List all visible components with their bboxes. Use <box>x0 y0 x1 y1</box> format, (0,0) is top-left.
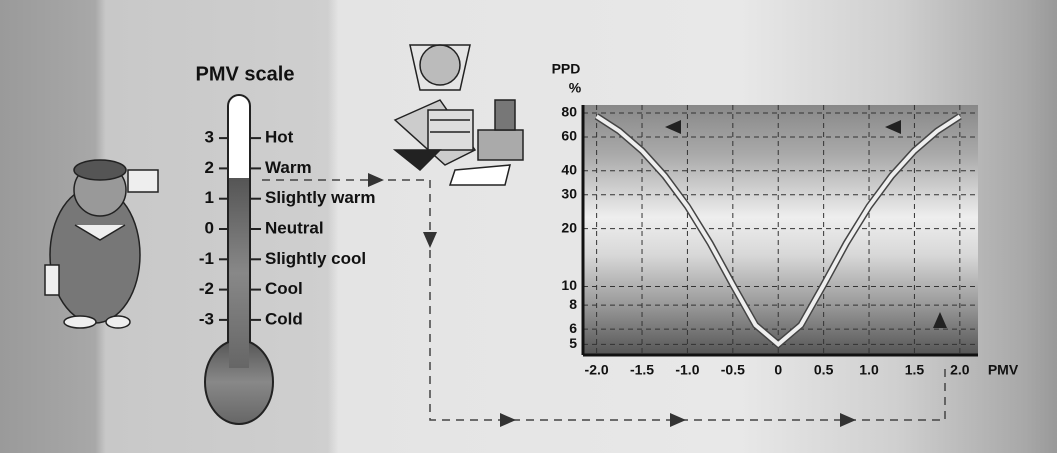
level-value: 0 <box>205 218 214 237</box>
level-value: 3 <box>205 128 214 147</box>
y-tick-label: 8 <box>569 296 577 312</box>
x-tick-label: 1.0 <box>859 362 879 378</box>
y-axis-label: PPD <box>552 61 581 77</box>
y-tick-label: 80 <box>561 104 577 120</box>
x-tick-label: -1.5 <box>630 362 654 378</box>
level-label: Cool <box>265 279 303 298</box>
level-value: 1 <box>205 188 214 207</box>
level-label: Neutral <box>265 218 324 237</box>
level-value: -1 <box>199 249 214 268</box>
x-tick-label: -2.0 <box>585 362 609 378</box>
level-value: -2 <box>199 279 214 298</box>
x-axis-label: PMV <box>988 362 1019 378</box>
level-label: Warm <box>265 158 312 177</box>
x-tick-label: 0 <box>774 362 782 378</box>
y-tick-label: 40 <box>561 162 577 178</box>
flow-arrow <box>933 312 947 328</box>
level-label: Hot <box>265 128 294 147</box>
level-value: -3 <box>199 309 214 328</box>
flow-arrow <box>885 120 901 134</box>
person-figure <box>44 159 159 329</box>
x-tick-label: -0.5 <box>721 362 745 378</box>
y-tick-label: 10 <box>561 277 577 293</box>
x-tick-label: 0.5 <box>814 362 834 378</box>
y-tick-label: 6 <box>569 320 577 336</box>
relaxed-figure <box>392 44 524 186</box>
ppd-curve <box>595 114 961 347</box>
y-tick-label: 60 <box>561 128 577 144</box>
level-value: 2 <box>205 158 214 177</box>
y-axis-unit: % <box>569 80 582 96</box>
x-tick-label: 1.5 <box>905 362 925 378</box>
flow-arrows <box>262 173 946 427</box>
y-tick-label: 20 <box>561 219 577 235</box>
x-tick-label: 2.0 <box>950 362 970 378</box>
y-tick-label: 5 <box>569 335 577 351</box>
level-label: Slightly cool <box>265 249 366 268</box>
level-label: Slightly warm <box>265 188 376 207</box>
plot-area <box>583 105 978 355</box>
thermometer <box>204 94 274 425</box>
level-label: Cold <box>265 309 303 328</box>
ppd-chart: 56 8 10 20 30 40 60 80 -2.0 -1.5 -1.0 -0.5 0 0.5 1.0 1.… <box>552 61 1019 378</box>
scale-title: PMV scale <box>196 63 295 85</box>
flow-arrow <box>665 120 681 134</box>
y-tick-label: 30 <box>561 186 577 202</box>
scale-levels: 3 Hot 2 Warm 1 Slightly warm 0 Neutral -1 Slightl… <box>199 128 376 329</box>
x-tick-label: -1.0 <box>675 362 699 378</box>
